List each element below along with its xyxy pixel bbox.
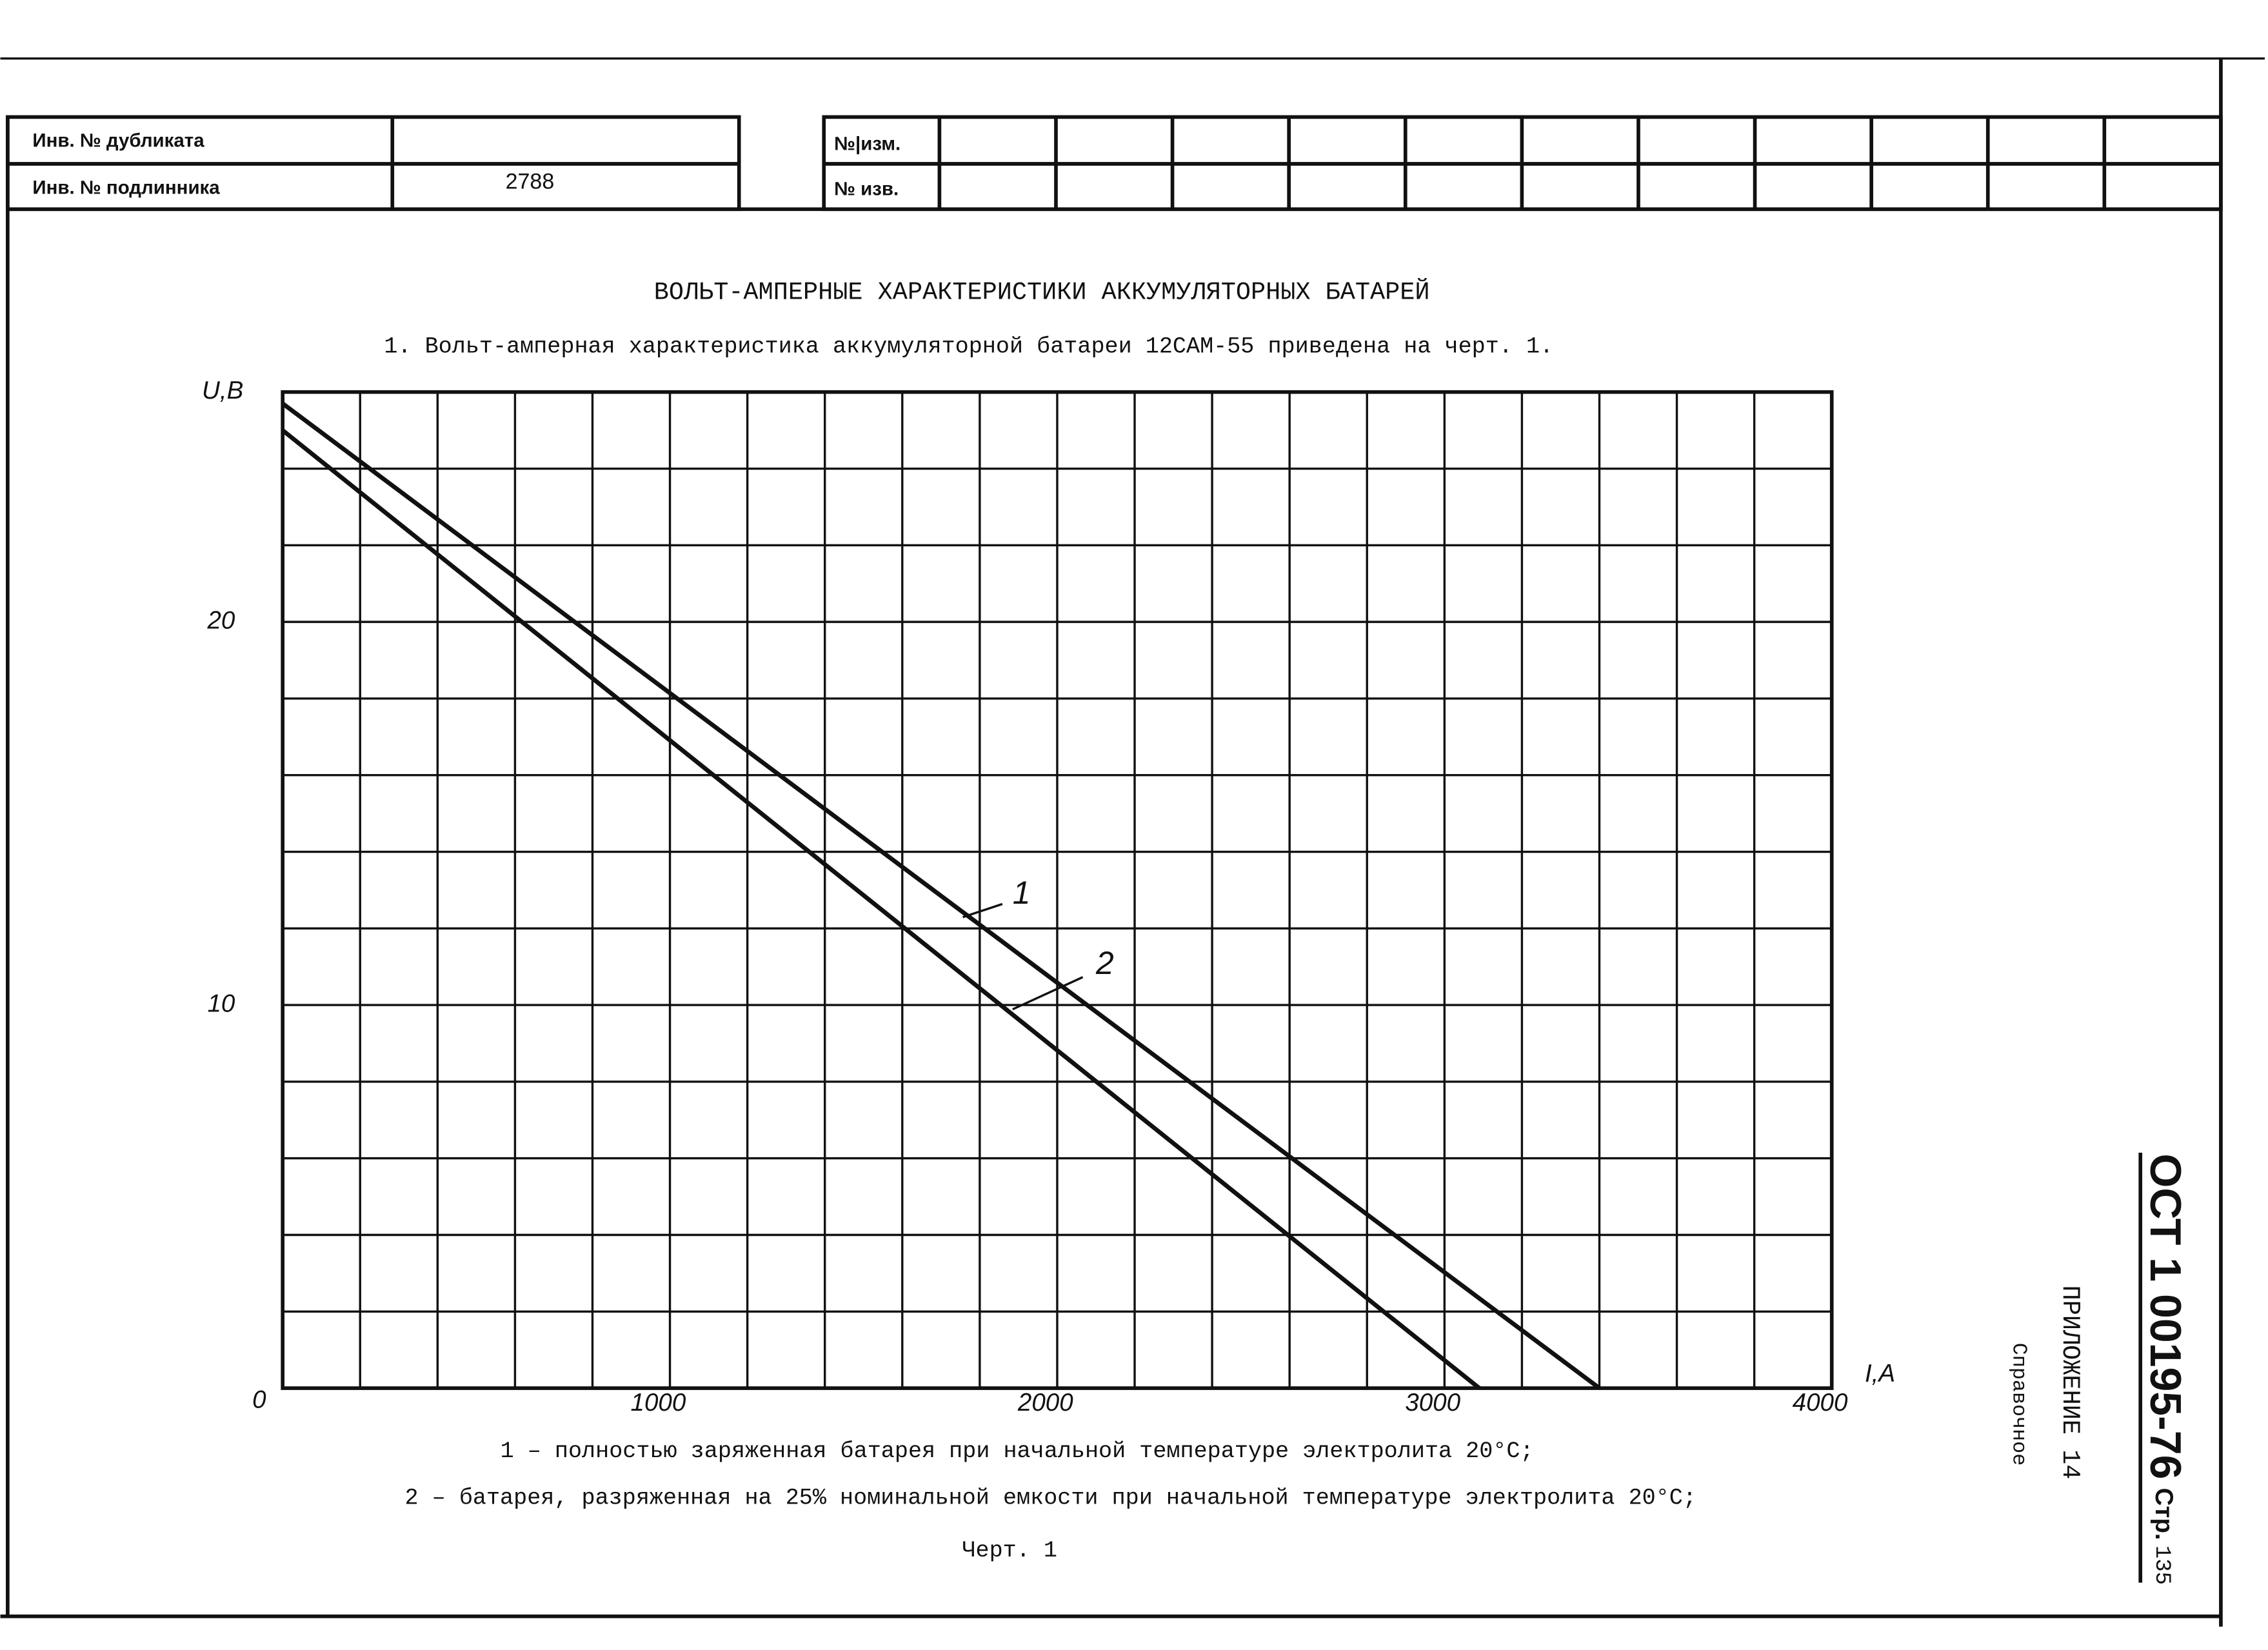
heading: ВОЛЬТ-АМПЕРНЫЕ ХАРАКТЕРИСТИКИ АККУМУЛЯТО…: [654, 278, 1430, 307]
page-label: Стр.: [2150, 1488, 2178, 1540]
stamp-value: 2788: [506, 169, 555, 194]
x-tick-label: 4000: [1793, 1389, 1848, 1416]
leader-line: [1012, 976, 1084, 1011]
plot-frame: [281, 390, 1834, 1390]
stamp-label: Инв. № дубликата: [32, 130, 204, 152]
series-line: [281, 401, 1601, 1390]
x-tick-label: 3000: [1405, 1389, 1460, 1416]
x-tick-label: 2000: [1017, 1389, 1073, 1416]
standard-code: ОСТ 1 00195-76: [2141, 1153, 2190, 1479]
appendix: ПРИЛОЖЕНИЕ 14: [2056, 1286, 2084, 1480]
stamp-left: Инв. № дубликата Инв. № подлинника 2788: [6, 115, 741, 212]
series-label: 1: [1013, 875, 1031, 911]
y-tick-label: 20: [206, 606, 235, 634]
note: 1 – полностью заряженная батарея при нач…: [501, 1438, 1534, 1464]
series-line: [281, 428, 1481, 1390]
x-axis-label: I,A: [1865, 1360, 1895, 1387]
page-number: 135: [2149, 1546, 2174, 1585]
leader-line: [962, 902, 1003, 919]
appendix-type: Справочное: [2007, 1343, 2031, 1466]
stamp-label: № изв.: [834, 179, 899, 200]
note: 2 – батарея, разряженная на 25% номиналь…: [405, 1485, 1696, 1511]
figure-caption: Черт. 1: [962, 1538, 1057, 1564]
x-tick-label: 1000: [631, 1389, 686, 1416]
y-tick-label: 0: [252, 1386, 266, 1414]
intro: 1. Вольт-амперная характеристика аккумул…: [384, 334, 1553, 360]
y-tick-label: 10: [207, 989, 235, 1017]
stamp-label: Инв. № подлинника: [32, 177, 220, 198]
y-axis-label: U,В: [202, 377, 243, 404]
series-label: 2: [1095, 945, 1114, 981]
stamp-label: №|изм.: [834, 133, 900, 154]
